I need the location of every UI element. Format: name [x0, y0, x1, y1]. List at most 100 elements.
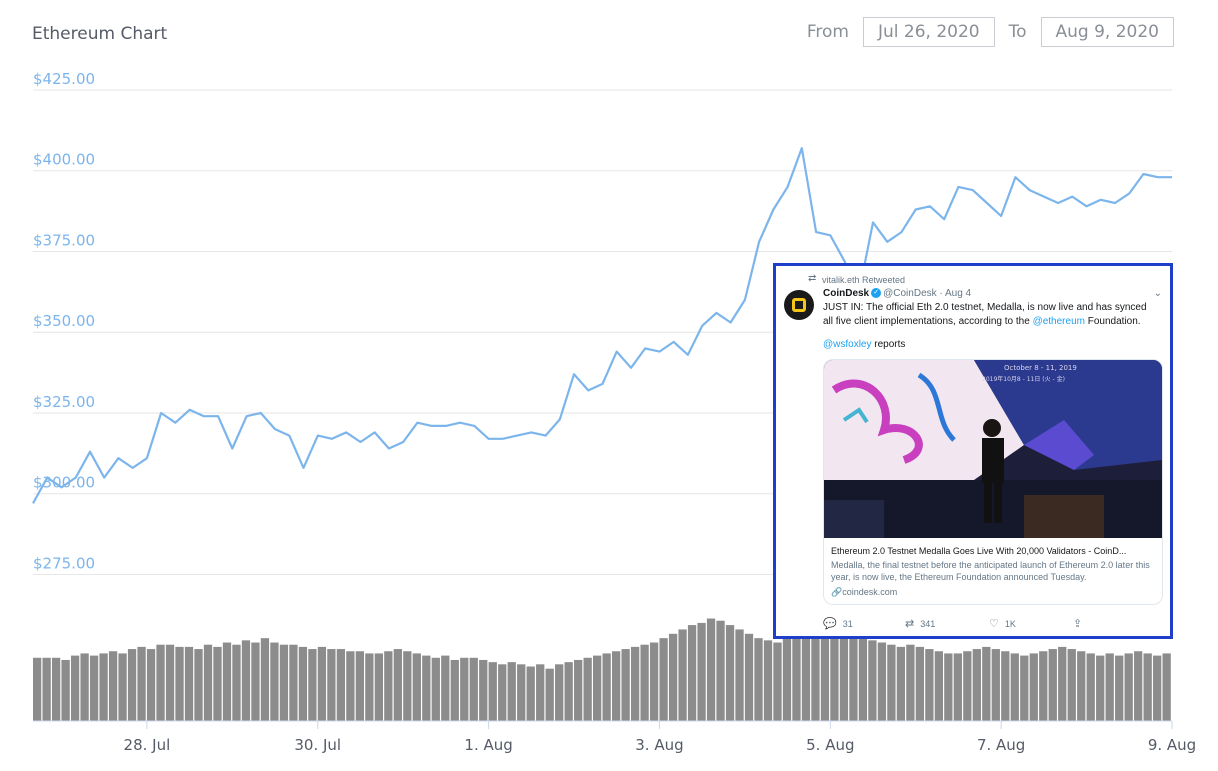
- volume-bar: [146, 649, 156, 721]
- volume-bar: [232, 644, 241, 721]
- volume-bar: [488, 662, 497, 721]
- y-tick-label: $275.00: [33, 554, 95, 572]
- card-domain: 🔗coindesk.com: [831, 587, 898, 597]
- volume-bar: [479, 659, 488, 721]
- volume-bar: [241, 640, 251, 721]
- heart-icon: ♡: [989, 618, 999, 630]
- volume-bar: [763, 640, 773, 721]
- mention-ethereum[interactable]: @ethereum: [1032, 316, 1085, 327]
- volume-bar: [982, 646, 991, 721]
- to-date-input[interactable]: Aug 9, 2020: [1040, 17, 1174, 47]
- volume-bar: [877, 642, 887, 721]
- volume-bar: [716, 620, 725, 721]
- volume-bar: [1067, 649, 1076, 721]
- volume-bar: [422, 655, 431, 721]
- volume-bar: [564, 662, 573, 721]
- y-tick-label: $375.00: [33, 231, 95, 249]
- volume-bar: [1115, 655, 1124, 721]
- volume-bar: [327, 649, 336, 721]
- chevron-down-icon[interactable]: ⌄: [1153, 288, 1162, 299]
- y-tick-label: $350.00: [33, 312, 95, 330]
- tweet-reports-line: @wsfoxley reports: [823, 339, 906, 350]
- reply-button[interactable]: 💬 31: [823, 618, 853, 630]
- volume-bar: [536, 664, 545, 721]
- volume-bar: [441, 655, 450, 721]
- tweet-text: JUST IN: The official Eth 2.0 testnet, M…: [823, 302, 1147, 327]
- retweeted-by: vitalik.eth Retweeted: [822, 275, 906, 285]
- volume-bar: [811, 631, 820, 721]
- verified-icon: ✓: [871, 288, 882, 299]
- volume-bar: [393, 649, 402, 721]
- x-tick-label: 3. Aug: [635, 736, 683, 754]
- volume-bar: [1058, 646, 1067, 721]
- volume-bar: [1020, 655, 1029, 721]
- volume-bar: [678, 629, 687, 721]
- volume-bar: [33, 657, 42, 721]
- volume-bar: [384, 651, 393, 721]
- volume-bar: [782, 638, 792, 721]
- volume-bar: [498, 664, 507, 721]
- volume-bar: [137, 646, 146, 721]
- volume-bar: [1039, 651, 1048, 721]
- x-tick-label: 5. Aug: [806, 736, 854, 754]
- volume-bar: [574, 659, 583, 721]
- share-icon: ⇪: [1073, 618, 1083, 630]
- volume-bar: [194, 649, 203, 721]
- volume-bar: [915, 646, 925, 721]
- volume-bar: [251, 642, 260, 721]
- tweet-date[interactable]: · Aug 4: [939, 288, 972, 299]
- share-button[interactable]: ⇪: [1073, 617, 1082, 630]
- volume-bar: [991, 649, 1000, 721]
- y-tick-label: $425.00: [33, 70, 95, 88]
- volume-bar: [963, 651, 972, 721]
- avatar[interactable]: [784, 290, 814, 320]
- volume-bar: [697, 622, 706, 721]
- volume-bar: [507, 662, 516, 721]
- volume-bar: [213, 646, 222, 721]
- volume-bar: [839, 635, 849, 721]
- card-title[interactable]: Ethereum 2.0 Testnet Medalla Goes Live W…: [831, 546, 1127, 556]
- card-description: Medalla, the final testnet before the an…: [831, 560, 1150, 582]
- like-button[interactable]: ♡ 1K: [989, 618, 1016, 630]
- volume-bar: [526, 666, 535, 721]
- volume-bar: [70, 655, 80, 721]
- retweet-button[interactable]: ⇄ 341: [905, 618, 936, 630]
- volume-bar: [1086, 653, 1095, 721]
- volume-bar: [849, 638, 858, 721]
- x-tick-label: 28. Jul: [124, 736, 171, 754]
- volume-bar: [887, 644, 896, 721]
- embedded-tweet[interactable]: ⇄ vitalik.eth Retweeted CoinDesk ✓ @CoinDe…: [773, 263, 1173, 639]
- link-icon: 🔗: [831, 587, 843, 597]
- author-name[interactable]: CoinDesk: [823, 288, 870, 299]
- volume-bar: [1010, 653, 1019, 721]
- volume-bar: [222, 642, 232, 721]
- from-label: From: [806, 22, 849, 42]
- volume-bar: [792, 635, 801, 721]
- y-axis-labels: $275.00 $300.00 $325.00 $350.00 $375.00 $400.…: [33, 70, 95, 572]
- tweet-header: CoinDesk ✓ @CoinDesk · Aug 4: [823, 288, 971, 299]
- volume-bar: [858, 638, 868, 721]
- volume-bar: [298, 646, 308, 721]
- volume-bar: [944, 653, 953, 721]
- grid-layer: [33, 89, 1172, 575]
- x-tick-label: 7. Aug: [977, 736, 1025, 754]
- retweet-small-icon: ⇄: [808, 273, 817, 284]
- link-card[interactable]: October 8 - 11, 2019 2019年10月8 - 11日 (火 …: [823, 359, 1163, 605]
- volume-bar: [42, 657, 51, 721]
- coindesk-logo-icon: [792, 298, 806, 312]
- volume-bar: [1105, 653, 1114, 721]
- volume-bar: [308, 649, 317, 721]
- author-handle[interactable]: @CoinDesk: [883, 288, 937, 299]
- volume-bar: [374, 653, 383, 721]
- date-range: From Jul 26, 2020 To Aug 9, 2020: [807, 17, 1174, 47]
- mention-wsfoxley[interactable]: @wsfoxley: [823, 339, 872, 350]
- card-image: October 8 - 11, 2019 2019年10月8 - 11日 (火 …: [824, 360, 1162, 538]
- volume-bar: [1096, 655, 1105, 721]
- volume-bar: [203, 644, 213, 721]
- volume-bar: [127, 649, 137, 721]
- from-date-input[interactable]: Jul 26, 2020: [862, 17, 995, 47]
- to-label: To: [1008, 22, 1027, 42]
- volume-bar: [175, 646, 184, 721]
- volume-bar: [953, 653, 962, 721]
